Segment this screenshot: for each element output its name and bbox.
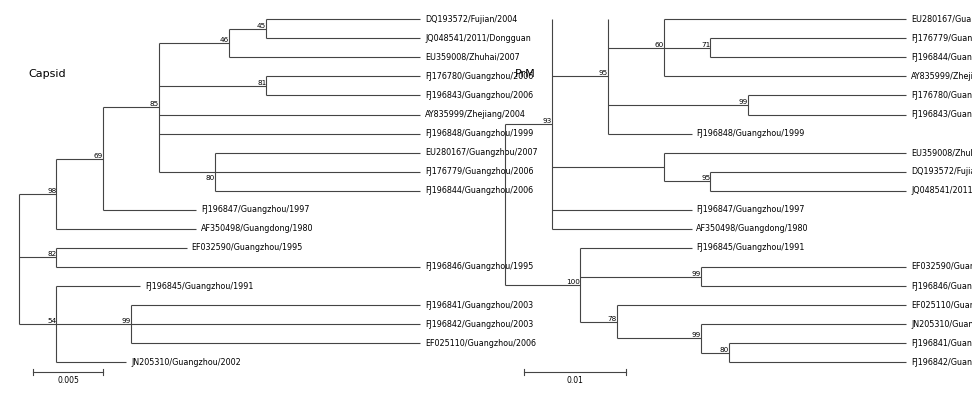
Text: 78: 78 xyxy=(608,316,617,322)
Text: EF025110/Guangzhou/2006: EF025110/Guangzhou/2006 xyxy=(425,339,536,348)
Text: EU280167/Guangzhou/2007: EU280167/Guangzhou/2007 xyxy=(911,15,972,24)
Text: FJ196844/Guangzhou/2006: FJ196844/Guangzhou/2006 xyxy=(425,186,533,195)
Text: FJ176779/Guangzhou/2006: FJ176779/Guangzhou/2006 xyxy=(425,167,534,176)
Text: FJ196847/Guangzhou/1997: FJ196847/Guangzhou/1997 xyxy=(696,205,805,214)
Text: FJ176780/Guangzhou/2006: FJ176780/Guangzhou/2006 xyxy=(425,72,534,81)
Text: FJ196846/Guangzhou/1995: FJ196846/Guangzhou/1995 xyxy=(911,282,972,291)
Text: 85: 85 xyxy=(150,101,159,107)
Text: 82: 82 xyxy=(47,251,56,257)
Text: 99: 99 xyxy=(739,99,747,105)
Text: 99: 99 xyxy=(692,332,701,338)
Text: AF350498/Guangdong/1980: AF350498/Guangdong/1980 xyxy=(201,225,314,233)
Text: EU359008/Zhuhai/2007: EU359008/Zhuhai/2007 xyxy=(425,53,520,62)
Text: 45: 45 xyxy=(257,23,266,29)
Text: 80: 80 xyxy=(206,175,215,181)
Text: FJ196845/Guangzhou/1991: FJ196845/Guangzhou/1991 xyxy=(145,282,254,291)
Text: 99: 99 xyxy=(122,318,131,324)
Text: FJ196845/Guangzhou/1991: FJ196845/Guangzhou/1991 xyxy=(696,243,805,253)
Text: AY835999/Zhejiang/2004: AY835999/Zhejiang/2004 xyxy=(425,110,526,119)
Text: 60: 60 xyxy=(654,42,664,48)
Text: 98: 98 xyxy=(47,188,56,194)
Text: FJ196841/Guangzhou/2003: FJ196841/Guangzhou/2003 xyxy=(425,301,533,310)
Text: 0.01: 0.01 xyxy=(567,376,583,385)
Text: JQ048541/2011/Dongguan: JQ048541/2011/Dongguan xyxy=(425,34,531,43)
Text: FJ196841/Guangzhou/2003: FJ196841/Guangzhou/2003 xyxy=(911,339,972,348)
Text: 54: 54 xyxy=(47,318,56,324)
Text: FJ196842/Guangzhou/2003: FJ196842/Guangzhou/2003 xyxy=(425,320,534,329)
Text: 46: 46 xyxy=(220,37,229,43)
Text: 100: 100 xyxy=(566,279,579,285)
Text: FJ196848/Guangzhou/1999: FJ196848/Guangzhou/1999 xyxy=(696,129,805,138)
Text: PrM: PrM xyxy=(514,69,536,79)
Text: EF032590/Guangzhou/1995: EF032590/Guangzhou/1995 xyxy=(911,263,972,271)
Text: EU280167/Guangzhou/2007: EU280167/Guangzhou/2007 xyxy=(425,148,538,157)
Text: FJ196843/Guangzhou/2006: FJ196843/Guangzhou/2006 xyxy=(425,91,533,100)
Text: DQ193572/Fujian/2004: DQ193572/Fujian/2004 xyxy=(425,15,517,24)
Text: 0.005: 0.005 xyxy=(57,376,79,385)
Text: 95: 95 xyxy=(599,71,608,76)
Text: 71: 71 xyxy=(701,42,711,48)
Text: FJ196847/Guangzhou/1997: FJ196847/Guangzhou/1997 xyxy=(201,205,309,214)
Text: 69: 69 xyxy=(93,153,103,158)
Text: 93: 93 xyxy=(542,118,552,124)
Text: JN205310/Guangzhou/2002: JN205310/Guangzhou/2002 xyxy=(911,320,972,329)
Text: JN205310/Guangzhou/2002: JN205310/Guangzhou/2002 xyxy=(131,358,241,367)
Text: Capsid: Capsid xyxy=(28,69,66,79)
Text: 95: 95 xyxy=(701,175,711,181)
Text: AY835999/Zhejiang/2004: AY835999/Zhejiang/2004 xyxy=(911,72,972,81)
Text: FJ196846/Guangzhou/1995: FJ196846/Guangzhou/1995 xyxy=(425,263,534,271)
Text: JQ048541/2011/Dongguan: JQ048541/2011/Dongguan xyxy=(911,186,972,195)
Text: DQ193572/Fujian/2004: DQ193572/Fujian/2004 xyxy=(911,167,972,176)
Text: EU359008/Zhuhai/2007: EU359008/Zhuhai/2007 xyxy=(911,148,972,157)
Text: 80: 80 xyxy=(719,347,729,353)
Text: 81: 81 xyxy=(257,80,266,86)
Text: FJ176779/Guangzhou/2006: FJ176779/Guangzhou/2006 xyxy=(911,34,972,43)
Text: FJ176780/Guangzhou/2006: FJ176780/Guangzhou/2006 xyxy=(911,91,972,100)
Text: FJ196842/Guangzhou/2003: FJ196842/Guangzhou/2003 xyxy=(911,358,972,367)
Text: FJ196843/Guangzhou/2006: FJ196843/Guangzhou/2006 xyxy=(911,110,972,119)
Text: EF025110/Guangzhou/2006: EF025110/Guangzhou/2006 xyxy=(911,301,972,310)
Text: FJ196848/Guangzhou/1999: FJ196848/Guangzhou/1999 xyxy=(425,129,534,138)
Text: EF032590/Guangzhou/1995: EF032590/Guangzhou/1995 xyxy=(191,243,303,253)
Text: 99: 99 xyxy=(692,271,701,277)
Text: FJ196844/Guangzhou/2006: FJ196844/Guangzhou/2006 xyxy=(911,53,972,62)
Text: AF350498/Guangdong/1980: AF350498/Guangdong/1980 xyxy=(696,225,809,233)
